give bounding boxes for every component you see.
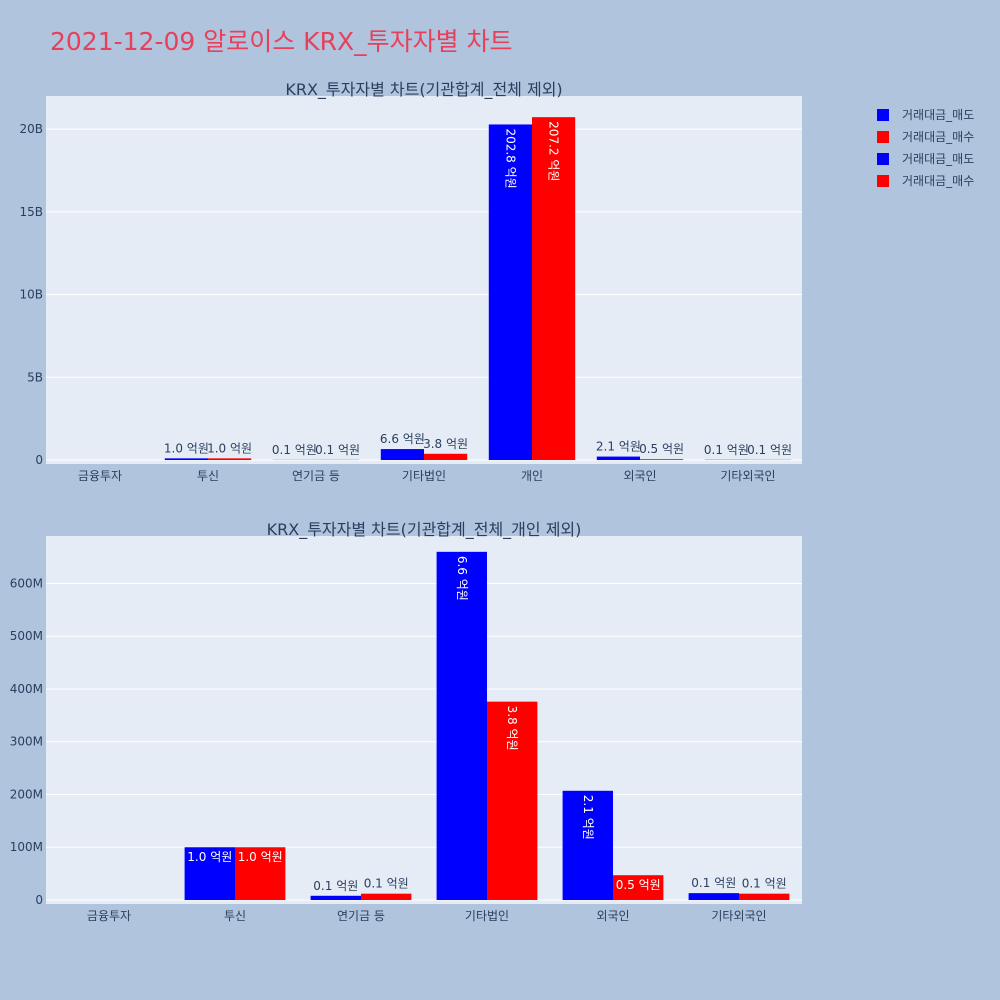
y-tick-label: 200M — [10, 787, 43, 801]
data-label: 1.0 억원 — [207, 441, 252, 455]
data-label: 1.0 억원 — [187, 850, 232, 864]
legend-swatch — [877, 131, 889, 143]
x-tick-label: 개인 — [521, 469, 543, 483]
plot-area — [46, 536, 802, 904]
bar — [487, 701, 538, 900]
legend-label: 거래대금_매수 — [902, 130, 974, 144]
x-tick-label: 연기금 등 — [337, 909, 385, 923]
x-tick-label: 기타외국인 — [720, 469, 775, 483]
data-label: 202.8 억원 — [503, 128, 517, 188]
bar — [739, 893, 790, 900]
y-tick-label: 5B — [27, 370, 43, 384]
bar — [361, 893, 412, 900]
data-label: 2.1 억원 — [596, 440, 641, 454]
data-label: 0.5 억원 — [616, 878, 661, 892]
subplot-1: 0 5B 10B 15B 20B KRX_투자자별 차트(기관합계_전체 제외) 금융투자 투… — [19, 80, 802, 483]
bar — [488, 124, 532, 460]
plot-area — [46, 96, 802, 464]
legend-label: 거래대금_매도 — [902, 152, 974, 166]
y-tick-label: 15B — [19, 205, 43, 219]
bar — [208, 458, 252, 460]
bar — [235, 847, 286, 900]
legend-swatch — [877, 109, 889, 121]
data-label: 0.1 억원 — [704, 443, 749, 457]
bar — [184, 847, 235, 900]
bar — [688, 893, 739, 900]
data-label: 3.8 억원 — [423, 437, 468, 451]
y-tick-label: 400M — [10, 682, 43, 696]
y-tick-label: 300M — [10, 735, 43, 749]
y-tick-label: 0 — [35, 893, 43, 907]
x-tick-label: 금융투자 — [87, 909, 131, 923]
x-tick-label: 투신 — [197, 469, 219, 483]
data-label: 0.1 억원 — [315, 443, 360, 457]
legend-label: 거래대금_매도 — [902, 108, 974, 122]
legend-swatch — [877, 175, 889, 187]
data-label: 0.1 억원 — [272, 443, 317, 457]
x-tick-label: 연기금 등 — [292, 469, 340, 483]
data-label: 1.0 억원 — [164, 441, 209, 455]
page-title: 2021-12-09 알로이스 KRX_투자자별 차트 — [50, 27, 513, 56]
data-label: 0.5 억원 — [639, 442, 684, 456]
data-label: 6.6 억원 — [380, 432, 425, 446]
y-tick-label: 0 — [35, 453, 43, 467]
data-label: 0.1 억원 — [747, 443, 792, 457]
bar — [562, 790, 613, 900]
x-tick-label: 기타법인 — [402, 469, 446, 483]
y-tick-label: 600M — [10, 576, 43, 590]
x-tick-label: 외국인 — [596, 909, 629, 923]
y-tick-label: 20B — [19, 122, 43, 136]
data-label: 0.1 억원 — [313, 879, 358, 893]
bar — [424, 453, 468, 460]
bar — [613, 875, 664, 900]
data-label: 0.1 억원 — [742, 877, 787, 891]
x-tick-label: 기타외국인 — [711, 909, 766, 923]
data-label: 2.1 억원 — [581, 795, 595, 840]
x-tick-label: 투신 — [224, 909, 246, 923]
data-label: 0.1 억원 — [691, 876, 736, 890]
x-tick-label: 외국인 — [623, 469, 656, 483]
y-tick-label: 500M — [10, 629, 43, 643]
legend-label: 거래대금_매수 — [902, 174, 974, 188]
data-label: 0.1 억원 — [364, 877, 409, 891]
data-label: 6.6 억원 — [455, 556, 469, 601]
x-tick-label: 기타법인 — [465, 909, 509, 923]
subplot-title: KRX_투자자별 차트(기관합계_전체 제외) — [285, 80, 562, 100]
bar — [532, 117, 576, 460]
bar — [596, 456, 640, 460]
y-tick-label: 100M — [10, 840, 43, 854]
bar — [380, 449, 424, 460]
bar — [164, 458, 208, 460]
bar — [640, 459, 684, 460]
bar — [310, 895, 361, 900]
subplot-title: KRX_투자자별 차트(기관합계_전체_개인 제외) — [267, 520, 582, 540]
y-tick-label: 10B — [19, 288, 43, 302]
bar — [436, 551, 487, 900]
data-label: 207.2 억원 — [547, 121, 561, 181]
data-label: 1.0 억원 — [238, 850, 283, 864]
legend-swatch — [877, 153, 889, 165]
subplot-2: 0 100M 200M 300M 400M 500M 600M KRX_투자자별 차트(기관합… — [10, 520, 802, 923]
data-label: 3.8 억원 — [505, 706, 519, 751]
x-tick-label: 금융투자 — [78, 469, 122, 483]
